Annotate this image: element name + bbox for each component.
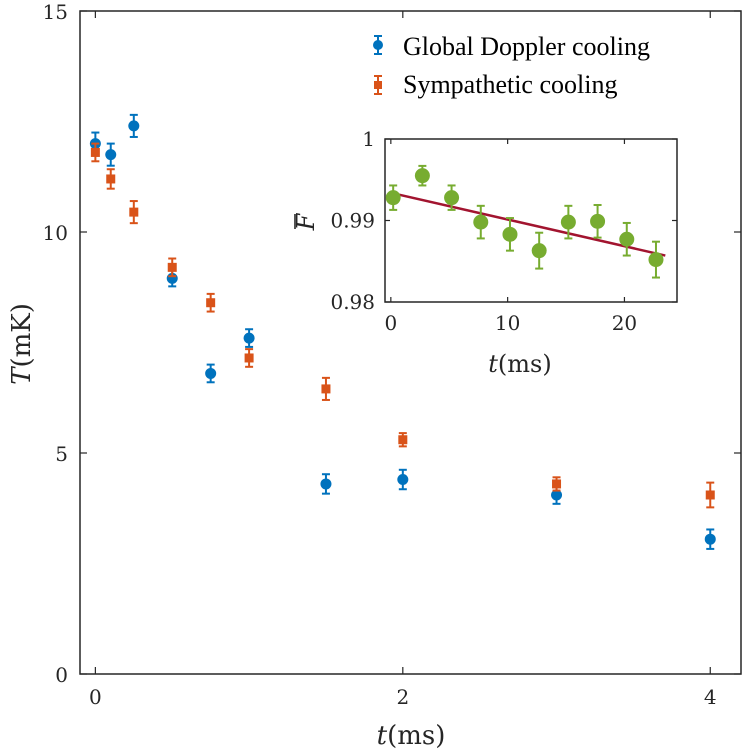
- fit-line: [390, 191, 666, 257]
- legend-item-sympathetic: Sympathetic cooling: [374, 70, 617, 99]
- data-point: [320, 478, 332, 490]
- data-point: [206, 298, 216, 308]
- data-point: [551, 489, 563, 501]
- inset-y-tick-label: 0.99: [330, 209, 375, 233]
- data-point: [128, 120, 140, 132]
- series-sympathetic: [90, 142, 715, 509]
- data-point: [244, 353, 254, 363]
- main-x-tick-label: 2: [396, 685, 409, 709]
- data-point: [560, 214, 576, 230]
- main-x-tick-label: 0: [89, 685, 102, 709]
- main-series-layer: [89, 113, 716, 550]
- inset-plot: 0 10 20 0.98 0.99 1 t(ms) F: [292, 127, 678, 378]
- inset-axis-ticks: 0 10 20 0.98 0.99 1: [330, 127, 677, 335]
- data-point: [552, 479, 562, 489]
- data-point: [90, 147, 100, 157]
- data-point: [648, 252, 664, 268]
- legend-symp-label: Sympathetic cooling: [403, 70, 617, 99]
- data-point: [321, 384, 331, 394]
- data-point: [398, 435, 408, 445]
- inset-x-tick-label: 0: [384, 311, 397, 335]
- main-plot-frame: [79, 10, 742, 675]
- data-point: [473, 214, 489, 230]
- legend-global-label: Global Doppler cooling: [403, 32, 650, 61]
- data-point: [619, 231, 635, 247]
- data-point: [243, 332, 255, 344]
- inset-y-tick-label: 0.98: [330, 290, 375, 314]
- inset-y-axis-label: F: [292, 212, 320, 231]
- legend-item-global-doppler: Global Doppler cooling: [373, 32, 650, 61]
- inset-plot-background: [385, 139, 677, 302]
- inset-x-axis-label: t(ms): [488, 350, 551, 378]
- legend-global-marker: [373, 40, 383, 50]
- main-x-axis-unit: (ms): [387, 721, 445, 751]
- data-point: [444, 190, 460, 206]
- inset-x-tick-label: 10: [495, 311, 520, 335]
- data-point: [590, 213, 606, 229]
- inset-x-axis-var: t: [488, 350, 498, 378]
- data-point: [705, 490, 715, 500]
- main-y-tick-label: 15: [43, 0, 68, 24]
- main-x-axis-label: t(ms): [377, 721, 446, 751]
- data-point: [502, 226, 518, 242]
- main-x-axis-var: t: [377, 721, 388, 751]
- inset-series-layer: [385, 164, 664, 279]
- inset-y-tick-label: 1: [362, 127, 375, 151]
- legend: Global Doppler cooling Sympathetic cooli…: [373, 32, 650, 99]
- data-point: [205, 367, 217, 379]
- main-y-axis-label: T(mK): [7, 303, 37, 385]
- legend-symp-marker: [374, 81, 382, 89]
- data-point: [167, 262, 177, 272]
- data-point: [106, 174, 116, 184]
- data-point: [385, 190, 401, 206]
- data-point: [397, 474, 409, 486]
- main-y-axis-var: T: [7, 366, 37, 385]
- inset-x-axis-unit: (ms): [498, 350, 552, 378]
- main-y-tick-label: 5: [55, 442, 68, 466]
- inset-x-tick-label: 20: [612, 311, 637, 335]
- data-point: [414, 168, 430, 184]
- main-y-axis-unit: (mK): [7, 303, 37, 367]
- data-point: [129, 207, 139, 217]
- data-point: [105, 149, 117, 161]
- main-y-tick-label: 0: [55, 663, 68, 687]
- inset-fit-layer: [390, 191, 666, 257]
- main-y-tick-label: 10: [43, 221, 68, 245]
- data-point: [531, 243, 547, 259]
- inset-y-axis-var: F: [292, 212, 320, 231]
- data-point: [704, 533, 716, 545]
- series-fidelity: [385, 164, 664, 279]
- main-x-tick-label: 4: [704, 685, 717, 709]
